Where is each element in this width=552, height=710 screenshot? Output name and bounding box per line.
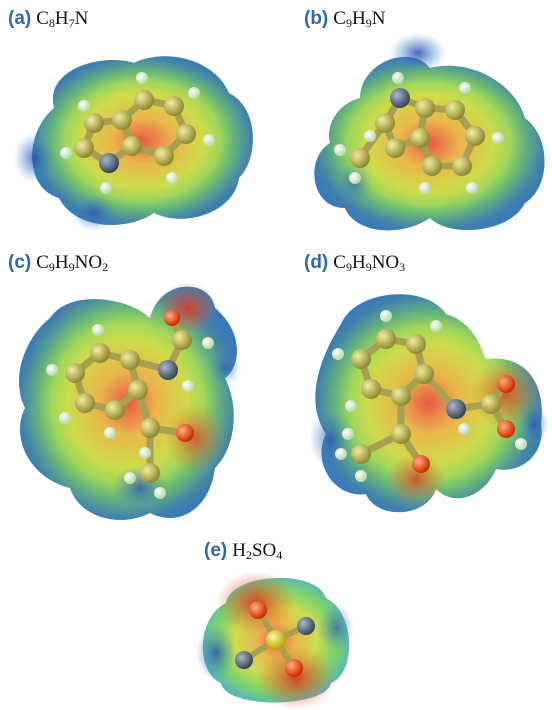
- panel-b-label: (b) C9H9N: [304, 8, 385, 31]
- formula-sub: 4: [276, 548, 283, 562]
- formula-part: H: [232, 540, 246, 561]
- molecule-surface-e: [196, 571, 354, 710]
- formula-part: N: [371, 8, 386, 29]
- formula-part: N: [74, 8, 89, 29]
- panel-c-label: (c) C9H9NO2: [8, 252, 108, 275]
- formula-part: C: [36, 252, 49, 273]
- panel-tag: (d): [304, 252, 329, 273]
- panel-d-label: (d) C9H9NO3: [304, 252, 405, 275]
- formula-part: C: [36, 8, 49, 29]
- molecule-surface-d: [309, 294, 548, 513]
- panel-tag: (c): [8, 252, 32, 273]
- formula-part: H: [351, 8, 366, 29]
- formula-part: C: [333, 252, 346, 273]
- formula-part: C: [333, 8, 346, 29]
- formula-part: NO: [371, 252, 400, 273]
- formula-sub: 9: [345, 260, 352, 274]
- panel-tag: (a): [8, 8, 32, 29]
- formula-sub: 9: [365, 16, 372, 30]
- formula-sub: 7: [68, 16, 75, 30]
- formula-sub: 9: [48, 260, 55, 274]
- panel-a-label: (a) C8H7N: [8, 8, 88, 31]
- formula-sub: 9: [365, 260, 372, 274]
- formula-part: H: [351, 252, 366, 273]
- formula-part: SO: [251, 540, 277, 561]
- formula-part: NO: [74, 252, 103, 273]
- panel-e-label: (e) H2SO4: [204, 540, 282, 563]
- formula-part: H: [54, 252, 69, 273]
- formula-sub: 9: [68, 260, 75, 274]
- panel-tag: (b): [304, 8, 329, 29]
- molecule-surface-c: [19, 282, 241, 520]
- formula-sub: 3: [399, 260, 406, 274]
- molecule-surface-b: [314, 33, 545, 231]
- formula-sub: 2: [245, 548, 252, 562]
- formula-sub: 8: [48, 16, 55, 30]
- formula-sub: 2: [102, 260, 109, 274]
- formula-part: H: [54, 8, 69, 29]
- panel-tag: (e): [204, 540, 228, 561]
- formula-sub: 9: [345, 16, 352, 30]
- molecule-surface-a: [14, 56, 253, 231]
